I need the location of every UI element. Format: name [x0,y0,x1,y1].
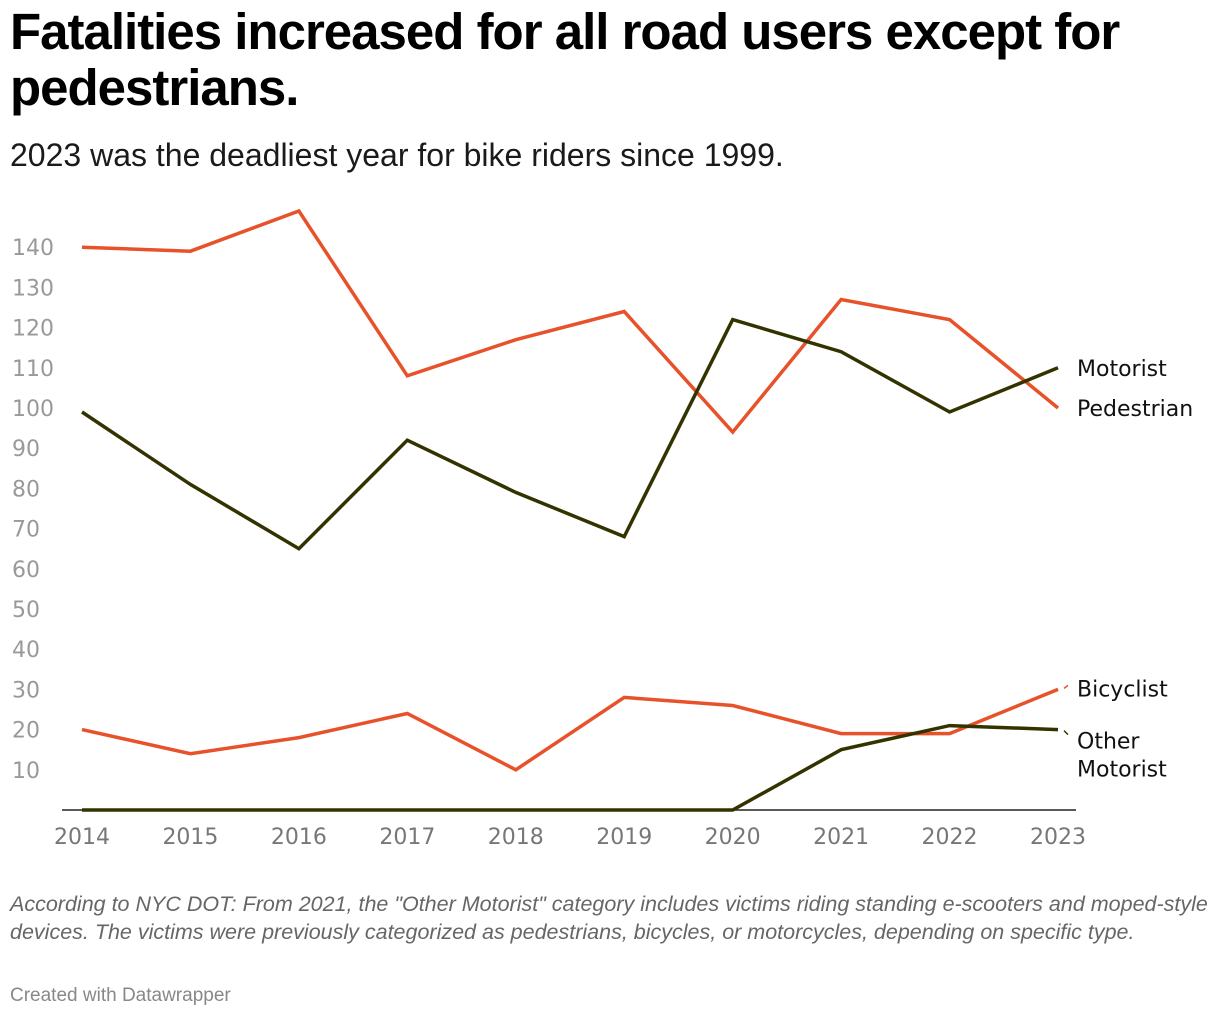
chart-subtitle: 2023 was the deadliest year for bike rid… [10,137,784,173]
series-label-bicyclist: Bicyclist [1077,677,1168,702]
y-tick-label-50: 50 [12,598,40,623]
y-tick-label-60: 60 [12,558,40,583]
x-tick-label-2014: 2014 [54,825,110,850]
label-connector-bicyclist [1063,684,1069,689]
chart-title: Fatalities increased for all road users … [10,3,1120,116]
x-tick-label-2017: 2017 [379,825,435,850]
y-tick-label-120: 120 [12,317,54,342]
series-line-bicyclist [81,687,1059,772]
x-tick-label-2019: 2019 [596,825,652,850]
series-line-motorist [81,317,1059,551]
y-tick-label-70: 70 [12,518,40,543]
x-tick-label-2018: 2018 [488,825,544,850]
y-tick-label-130: 130 [12,276,54,301]
y-tick-label-80: 80 [12,477,40,502]
y-tick-label-110: 110 [12,357,54,382]
series-label-pedestrian: Pedestrian [1077,397,1193,422]
chart-footnote: According to NYC DOT: From 2021, the "Ot… [10,892,1208,944]
y-tick-label-140: 140 [12,236,54,261]
x-tick-label-2022: 2022 [922,825,978,850]
label-connector-other-motorist [1063,730,1069,736]
x-tick-label-2021: 2021 [813,825,869,850]
series-line-other-motorist [82,723,1059,812]
y-tick-label-20: 20 [12,719,40,744]
series-line-pedestrian [81,208,1060,435]
x-tick-label-2016: 2016 [271,825,327,850]
x-tick-label-2023: 2023 [1030,825,1086,850]
credit-text: Created with Datawrapper [10,985,231,1006]
x-tick-label-2020: 2020 [705,825,761,850]
y-tick-label-10: 10 [12,759,40,784]
line-chart: 10 20 30 40 50 60 70 80 90 100 110 120 130 140 2014 201… [12,208,1193,850]
y-tick-label-40: 40 [12,638,40,663]
series-label-motorist: Motorist [1077,357,1167,382]
y-tick-label-100: 100 [12,397,54,422]
y-tick-label-90: 90 [12,437,40,462]
series-label-other-motorist: Other Motorist [1077,730,1167,783]
y-tick-label-30: 30 [12,678,40,703]
x-tick-label-2015: 2015 [162,825,218,850]
